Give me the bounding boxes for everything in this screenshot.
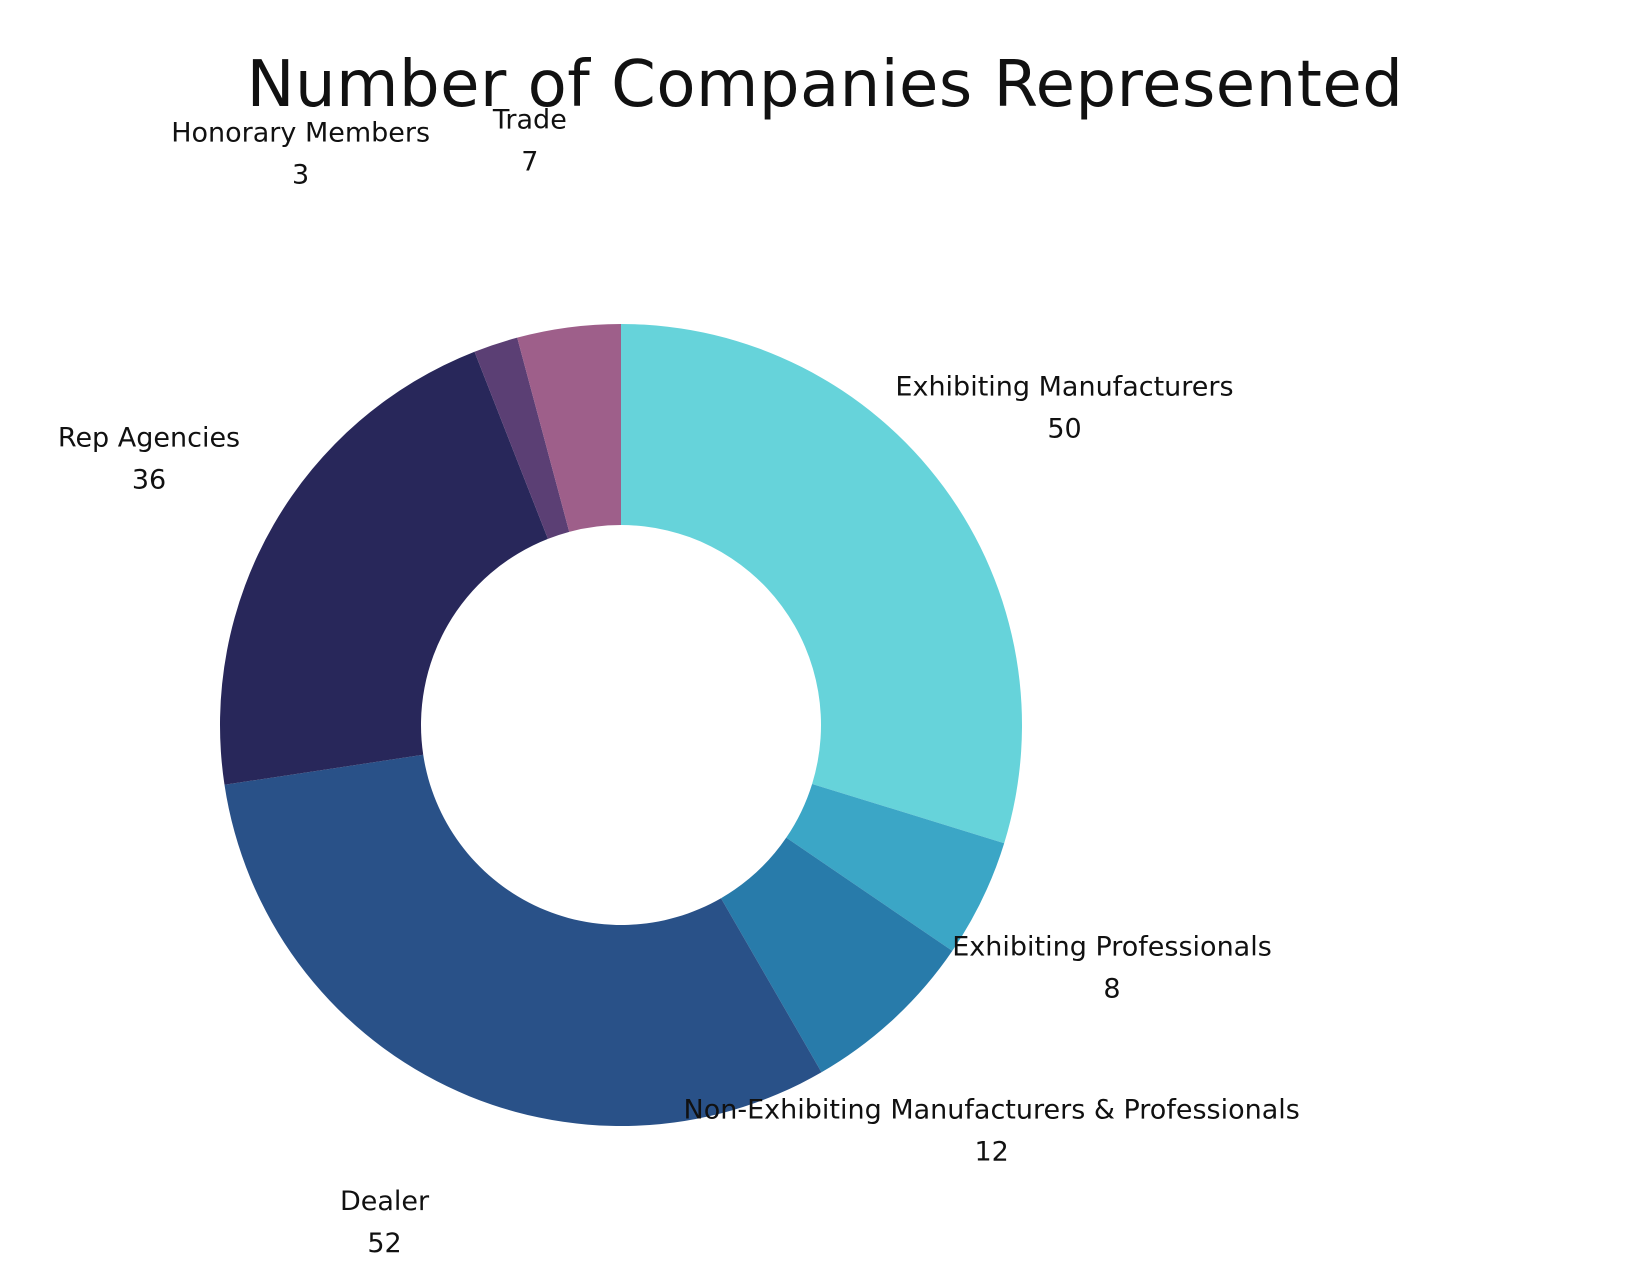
slice-exhibiting-professionals [786,783,1005,951]
slice-label-exhibiting-professionals: Exhibiting Professionals [952,931,1272,962]
donut-slices [220,324,1023,1127]
slice-value-non-exhibiting-manufacturers-and-professionals: 12 [975,1137,1009,1168]
slice-label-honorary-members: Honorary Members [171,117,430,148]
slice-label-trade: Trade [492,105,567,136]
slice-value-exhibiting-manufacturers: 50 [1047,413,1081,444]
slice-rep-agencies [220,351,548,785]
slice-dealer [224,754,822,1127]
slice-honorary-members [474,337,570,539]
slice-label-dealer: Dealer [340,1186,430,1217]
slice-trade [517,324,621,532]
slice-value-rep-agencies: 36 [132,465,166,496]
slice-exhibiting-manufacturers [621,324,1023,844]
slice-label-exhibiting-manufacturers: Exhibiting Manufacturers [895,371,1233,402]
slice-non-exhibiting-manufacturers-and-professionals [721,837,953,1073]
slice-label-non-exhibiting-manufacturers-and-professionals: Non-Exhibiting Manufacturers & Professio… [684,1095,1300,1126]
chart-title: Number of Companies Represented [246,48,1404,122]
slice-labels: Exhibiting Manufacturers 50 Exhibiting Pro… [58,105,1300,1259]
slice-value-dealer: 52 [367,1228,401,1259]
slice-value-honorary-members: 3 [292,159,309,190]
slice-value-exhibiting-professionals: 8 [1103,973,1120,1004]
slice-label-rep-agencies: Rep Agencies [58,423,240,454]
slice-value-trade: 7 [521,147,538,178]
